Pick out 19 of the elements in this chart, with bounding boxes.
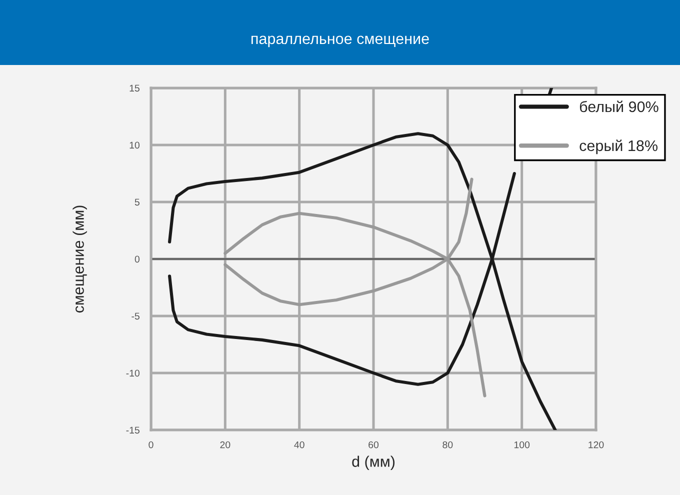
x-tick-label: 20 xyxy=(220,441,230,448)
y-tick-label: -10 xyxy=(126,370,140,377)
chart-title: параллельное смещение xyxy=(252,36,429,48)
x-tick-label: 0 xyxy=(148,441,154,448)
y-tick-label: 10 xyxy=(130,142,140,149)
y-tick-label: 0 xyxy=(134,256,140,263)
x-tick-label: 120 xyxy=(588,441,604,448)
x-axis-title: d (мм) xyxy=(352,456,395,470)
y-tick-label: 15 xyxy=(130,84,140,92)
x-tick-label: 60 xyxy=(368,441,379,448)
y-tick-label: -5 xyxy=(132,312,140,320)
x-tick-label: 40 xyxy=(294,441,304,448)
y-axis-title: смещение (мм) xyxy=(72,206,87,313)
y-tick-label: -15 xyxy=(126,426,140,434)
legend-label: серый 18% xyxy=(580,140,658,154)
x-tick-label: 80 xyxy=(442,441,453,448)
x-tick-label: 100 xyxy=(514,441,530,448)
y-tick-label: 5 xyxy=(134,198,140,206)
legend-label: белый 90% xyxy=(580,100,658,112)
